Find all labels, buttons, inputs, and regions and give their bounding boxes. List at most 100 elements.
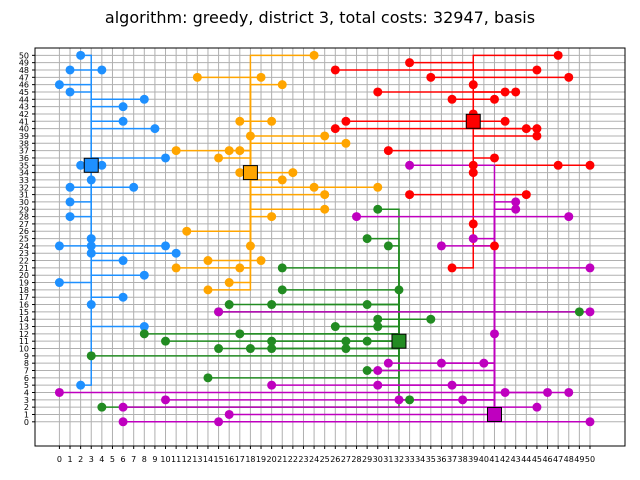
hub-marker (486, 406, 502, 422)
x-tick-label: 13 (192, 455, 202, 464)
data-point (373, 366, 383, 376)
data-point (405, 160, 415, 170)
x-tick-label: 5 (110, 455, 115, 464)
data-point (224, 146, 234, 156)
x-tick-label: 29 (362, 455, 372, 464)
y-tick-label: 20 (19, 271, 29, 280)
data-point (320, 131, 330, 141)
x-tick-label: 27 (341, 455, 351, 464)
data-point (224, 409, 234, 419)
data-point (86, 175, 96, 185)
x-tick-label: 12 (182, 455, 192, 464)
x-tick-label: 30 (373, 455, 383, 464)
data-point (65, 65, 75, 75)
y-tick-label: 13 (19, 323, 29, 332)
data-point (479, 358, 489, 368)
data-point (192, 72, 202, 82)
x-tick-label: 17 (235, 455, 245, 464)
data-point (436, 358, 446, 368)
data-point (214, 344, 224, 354)
x-tick-label: 48 (564, 455, 574, 464)
data-point (468, 219, 478, 229)
hub-marker (391, 333, 407, 349)
x-tick-label: 45 (532, 455, 542, 464)
data-point (426, 72, 436, 82)
data-point (458, 395, 468, 405)
data-point (224, 278, 234, 288)
data-point (447, 94, 457, 104)
y-tick-label: 23 (19, 249, 29, 258)
data-point (65, 182, 75, 192)
data-point (267, 300, 277, 310)
x-tick-label: 11 (171, 455, 181, 464)
data-point (86, 300, 96, 310)
y-tick-label: 30 (19, 198, 29, 207)
x-tick-label: 28 (351, 455, 361, 464)
series-4-points (54, 160, 595, 427)
data-point (277, 80, 287, 90)
data-point (54, 241, 64, 251)
plot-frame (34, 47, 626, 447)
data-point (330, 322, 340, 332)
data-point (97, 160, 107, 170)
y-tick-label: 32 (19, 183, 29, 192)
data-point (118, 292, 128, 302)
y-tick-label: 19 (19, 279, 29, 288)
axis-ticks: 0 1 2 3 4 5 6 7 8 9 10 11 12 13 14 15 16 17 18 19 20 21 22 23 24… (19, 51, 595, 464)
y-tick-label: 2 (24, 403, 29, 412)
y-tick-label: 5 (24, 381, 29, 390)
y-tick-label: 41 (19, 117, 29, 126)
x-tick-label: 20 (267, 455, 277, 464)
data-point (235, 329, 245, 339)
data-point (585, 160, 595, 170)
data-point (543, 387, 553, 397)
y-tick-label: 36 (19, 154, 29, 163)
data-point (171, 263, 181, 273)
data-point (521, 124, 531, 134)
y-tick-label: 14 (19, 315, 29, 324)
data-point (139, 94, 149, 104)
data-point (203, 285, 213, 295)
data-point (161, 241, 171, 251)
data-point (267, 380, 277, 390)
x-tick-label: 21 (277, 455, 287, 464)
data-point (373, 87, 383, 97)
data-point (394, 285, 404, 295)
data-point (373, 182, 383, 192)
data-point (436, 241, 446, 251)
data-point (553, 50, 563, 60)
x-tick-label: 34 (415, 455, 425, 464)
data-point (129, 182, 139, 192)
data-point (182, 226, 192, 236)
data-point (267, 336, 277, 346)
data-point (330, 65, 340, 75)
x-tick-label: 36 (436, 455, 446, 464)
data-point (489, 153, 499, 163)
y-tick-label: 7 (24, 367, 29, 376)
x-tick-label: 23 (298, 455, 308, 464)
y-tick-label: 29 (19, 205, 29, 214)
data-point (150, 124, 160, 134)
hub-marker (465, 113, 481, 129)
data-point (521, 190, 531, 200)
connection-line (90, 127, 155, 166)
data-point (235, 263, 245, 273)
y-tick-label: 12 (19, 330, 29, 339)
y-tick-label: 21 (19, 264, 29, 273)
y-tick-label: 3 (24, 396, 29, 405)
data-point (86, 241, 96, 251)
data-point (214, 417, 224, 427)
data-point (532, 131, 542, 141)
data-point (352, 212, 362, 222)
y-tick-label: 1 (24, 410, 29, 419)
x-tick-label: 22 (288, 455, 298, 464)
data-point (320, 190, 330, 200)
x-tick-label: 25 (320, 455, 330, 464)
y-tick-label: 39 (19, 132, 29, 141)
y-tick-label: 33 (19, 176, 29, 185)
data-point (288, 168, 298, 178)
y-tick-label: 48 (19, 66, 29, 75)
y-tick-label: 28 (19, 213, 29, 222)
y-tick-label: 9 (24, 352, 29, 361)
data-point (97, 65, 107, 75)
